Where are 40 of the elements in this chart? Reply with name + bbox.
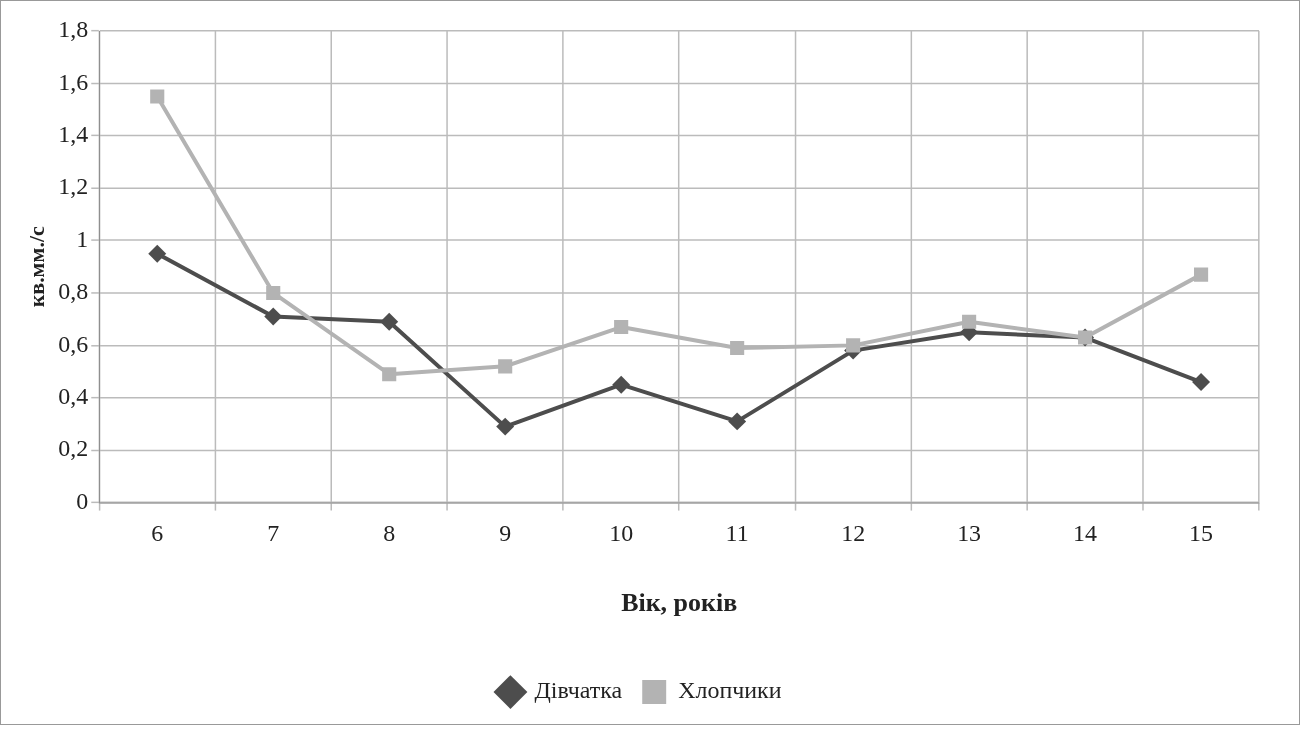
y-axis-title: кв.мм./с: [23, 225, 49, 308]
legend-label: Хлопчики: [678, 677, 782, 704]
point: [496, 417, 515, 436]
point: [612, 375, 631, 394]
y-tick-label: 0,2: [58, 435, 89, 462]
point: [266, 285, 281, 301]
y-tick-label: 1,6: [58, 68, 89, 95]
x-tick-label: 10: [609, 520, 634, 547]
y-tick-label: 0,6: [58, 330, 89, 357]
x-tick-label: 14: [1073, 520, 1098, 547]
y-tick-label: 0,8: [58, 278, 89, 305]
x-tick-label: 12: [841, 520, 866, 547]
point: [962, 314, 977, 329]
point: [730, 340, 745, 356]
point: [846, 338, 861, 353]
x-tick-label: 11: [725, 520, 749, 547]
x-tick-label: 15: [1189, 520, 1214, 547]
y-tick-label: 1,8: [58, 16, 89, 43]
legend-label: Дівчатка: [534, 677, 623, 704]
point: [264, 307, 283, 326]
y-tick-label: 0,4: [58, 383, 89, 410]
point: [728, 412, 747, 431]
y-tick-label: 0: [76, 487, 89, 514]
point: [498, 359, 513, 374]
point: [614, 319, 629, 335]
x-tick-label: 7: [267, 520, 280, 547]
y-tick-label: 1,2: [58, 173, 89, 200]
x-axis-title: Вік, років: [621, 588, 738, 618]
point: [148, 244, 167, 263]
point: [1194, 267, 1209, 282]
point: [382, 367, 397, 382]
point: [380, 312, 399, 331]
x-tick-label: 8: [383, 520, 396, 547]
x-tick-label: 13: [957, 520, 982, 547]
point: [150, 89, 165, 104]
point: [1192, 373, 1211, 392]
y-tick-label: 1: [76, 225, 89, 252]
x-tick-label: 6: [151, 520, 164, 547]
y-tick-label: 1,4: [58, 121, 89, 148]
x-tick-label: 9: [499, 520, 512, 547]
